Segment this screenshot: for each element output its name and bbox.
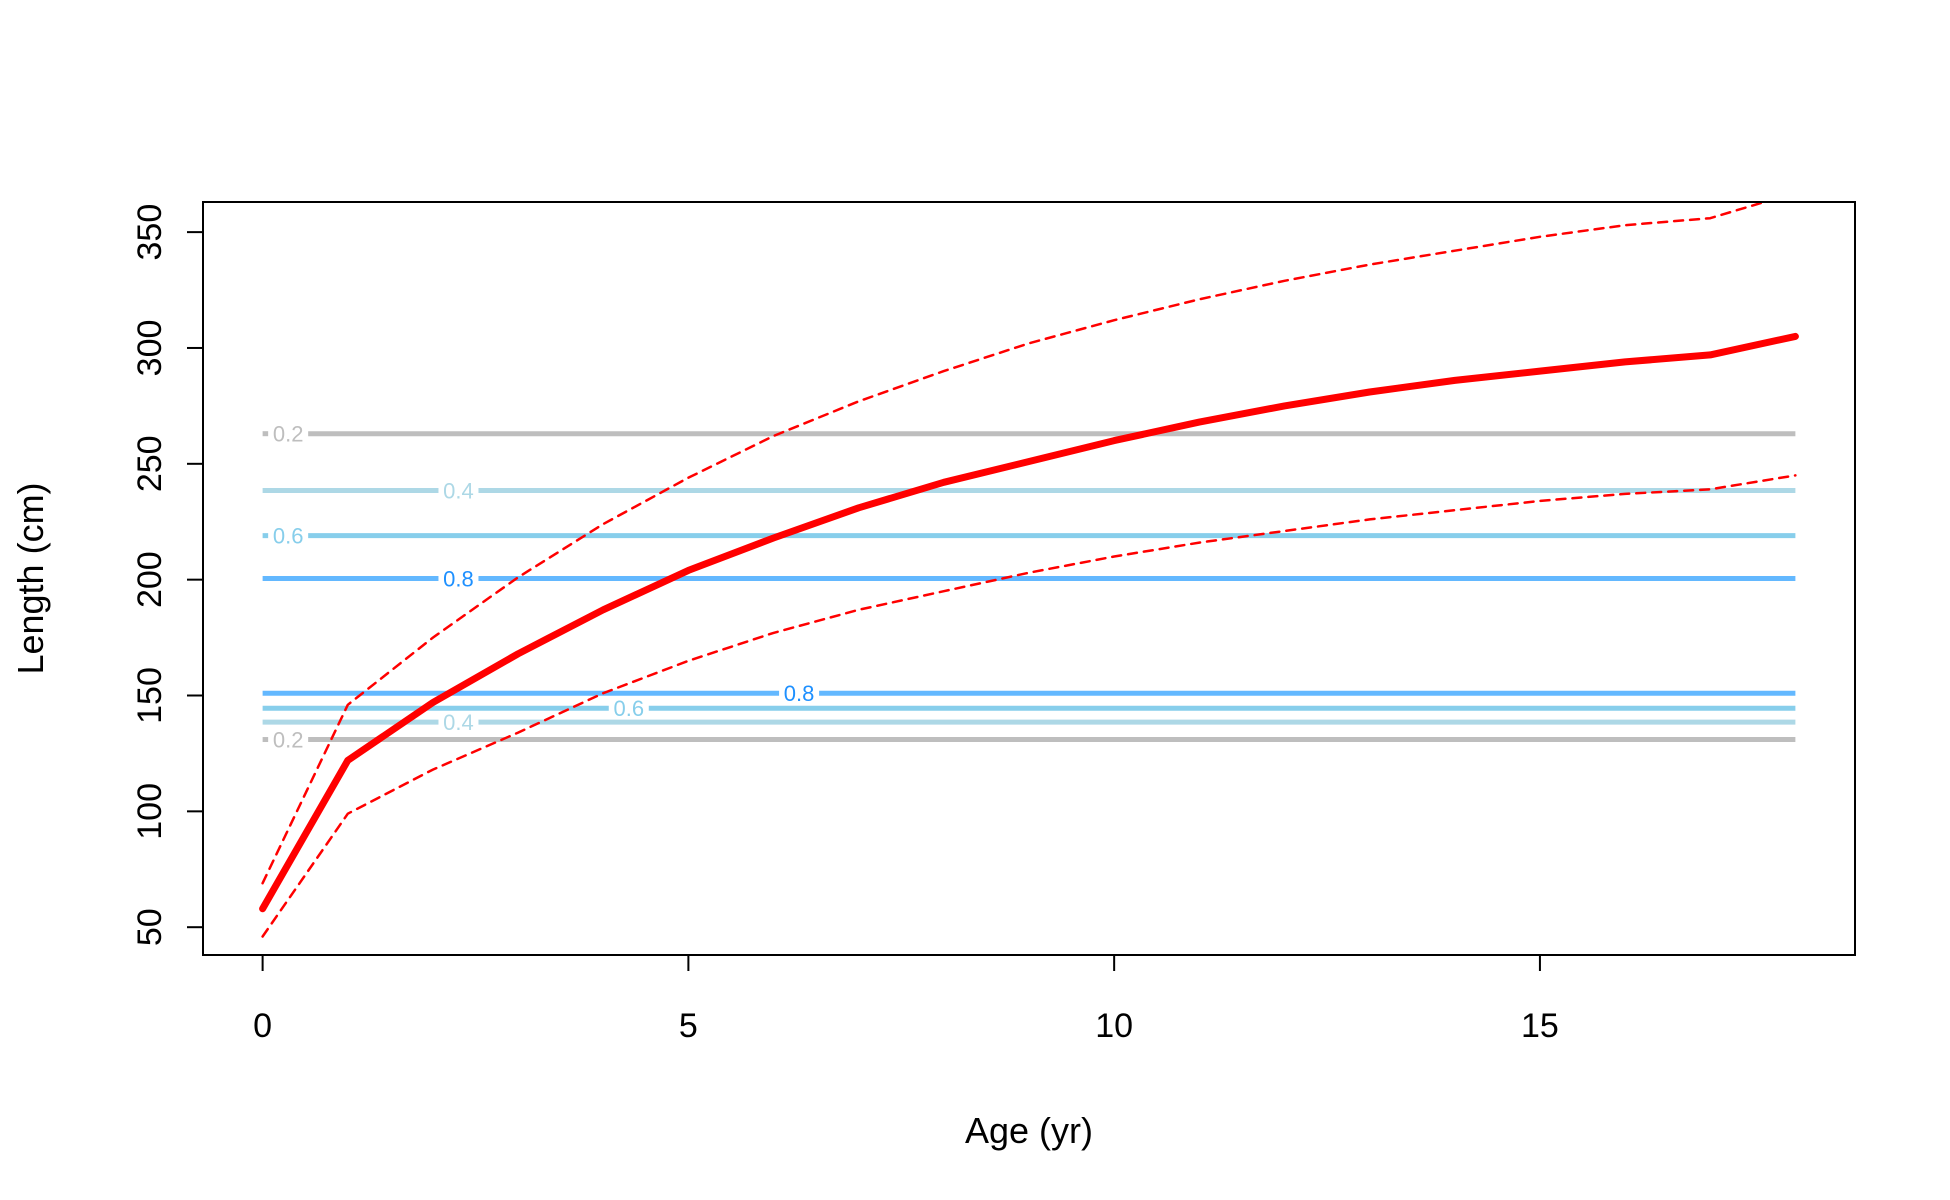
reference-line-label-6: 0.4 bbox=[443, 710, 474, 735]
y-tick-label-200: 200 bbox=[131, 551, 169, 608]
y-tick-label-300: 300 bbox=[131, 320, 169, 377]
y-axis-label: Length (cm) bbox=[10, 482, 51, 674]
reference-line-label-5: 0.6 bbox=[613, 696, 644, 721]
reference-line-label-2: 0.6 bbox=[273, 524, 304, 549]
reference-line-label-4: 0.8 bbox=[784, 681, 815, 706]
y-tick-label-250: 250 bbox=[131, 435, 169, 492]
axes-layer: 0 5 10 15 50 100 150 200 250 300 350 bbox=[131, 204, 1559, 1045]
x-tick-label-5: 5 bbox=[679, 1007, 698, 1045]
y-tick-label-50: 50 bbox=[131, 908, 169, 946]
y-tick-label-100: 100 bbox=[131, 783, 169, 840]
series-upper-line bbox=[261, 202, 1769, 885]
y-tick-label-150: 150 bbox=[131, 667, 169, 724]
x-tick-label-10: 10 bbox=[1095, 1007, 1133, 1045]
series-layer bbox=[259, 202, 1799, 938]
series-lower-line bbox=[261, 474, 1797, 938]
x-tick-label-15: 15 bbox=[1521, 1007, 1559, 1045]
reference-line-label-3: 0.8 bbox=[443, 567, 474, 592]
series-mean-line bbox=[259, 332, 1799, 913]
x-axis-label: Age (yr) bbox=[965, 1110, 1093, 1151]
x-tick-label-0: 0 bbox=[253, 1007, 272, 1045]
reference-line-label-7: 0.2 bbox=[273, 728, 304, 753]
reference-lines-layer: 0.2 0.4 0.6 0.8 0.8 0.6 0.4 0.2 bbox=[262, 422, 1796, 753]
reference-line-label-0: 0.2 bbox=[273, 422, 304, 447]
reference-line-label-1: 0.4 bbox=[443, 478, 474, 503]
y-tick-label-350: 350 bbox=[131, 204, 169, 261]
